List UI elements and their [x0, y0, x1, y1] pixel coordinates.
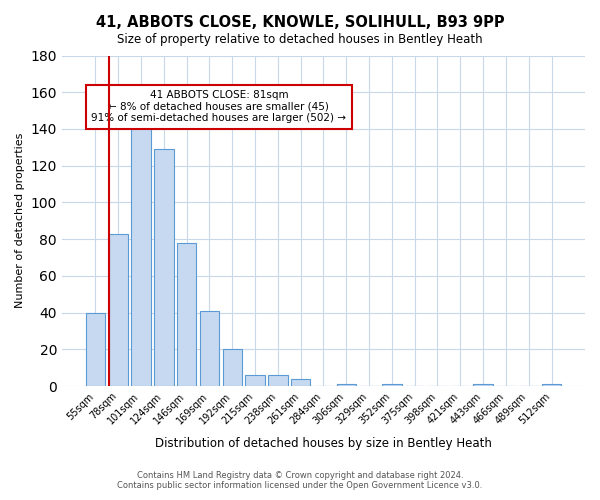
Bar — [109, 234, 128, 386]
Bar — [200, 311, 219, 386]
Text: 41 ABBOTS CLOSE: 81sqm
← 8% of detached houses are smaller (45)
91% of semi-deta: 41 ABBOTS CLOSE: 81sqm ← 8% of detached … — [91, 90, 346, 124]
X-axis label: Distribution of detached houses by size in Bentley Heath: Distribution of detached houses by size … — [155, 437, 492, 450]
Bar — [542, 384, 561, 386]
Bar — [268, 375, 287, 386]
Bar — [473, 384, 493, 386]
Text: Size of property relative to detached houses in Bentley Heath: Size of property relative to detached ho… — [117, 32, 483, 46]
Bar — [382, 384, 401, 386]
Bar — [154, 149, 173, 386]
Bar — [291, 379, 310, 386]
Bar — [337, 384, 356, 386]
Bar — [86, 312, 105, 386]
Bar — [177, 243, 196, 386]
Y-axis label: Number of detached properties: Number of detached properties — [15, 133, 25, 308]
Bar — [223, 350, 242, 386]
Text: 41, ABBOTS CLOSE, KNOWLE, SOLIHULL, B93 9PP: 41, ABBOTS CLOSE, KNOWLE, SOLIHULL, B93 … — [95, 15, 505, 30]
Bar — [245, 375, 265, 386]
Bar — [131, 122, 151, 386]
Text: Contains HM Land Registry data © Crown copyright and database right 2024.
Contai: Contains HM Land Registry data © Crown c… — [118, 470, 482, 490]
